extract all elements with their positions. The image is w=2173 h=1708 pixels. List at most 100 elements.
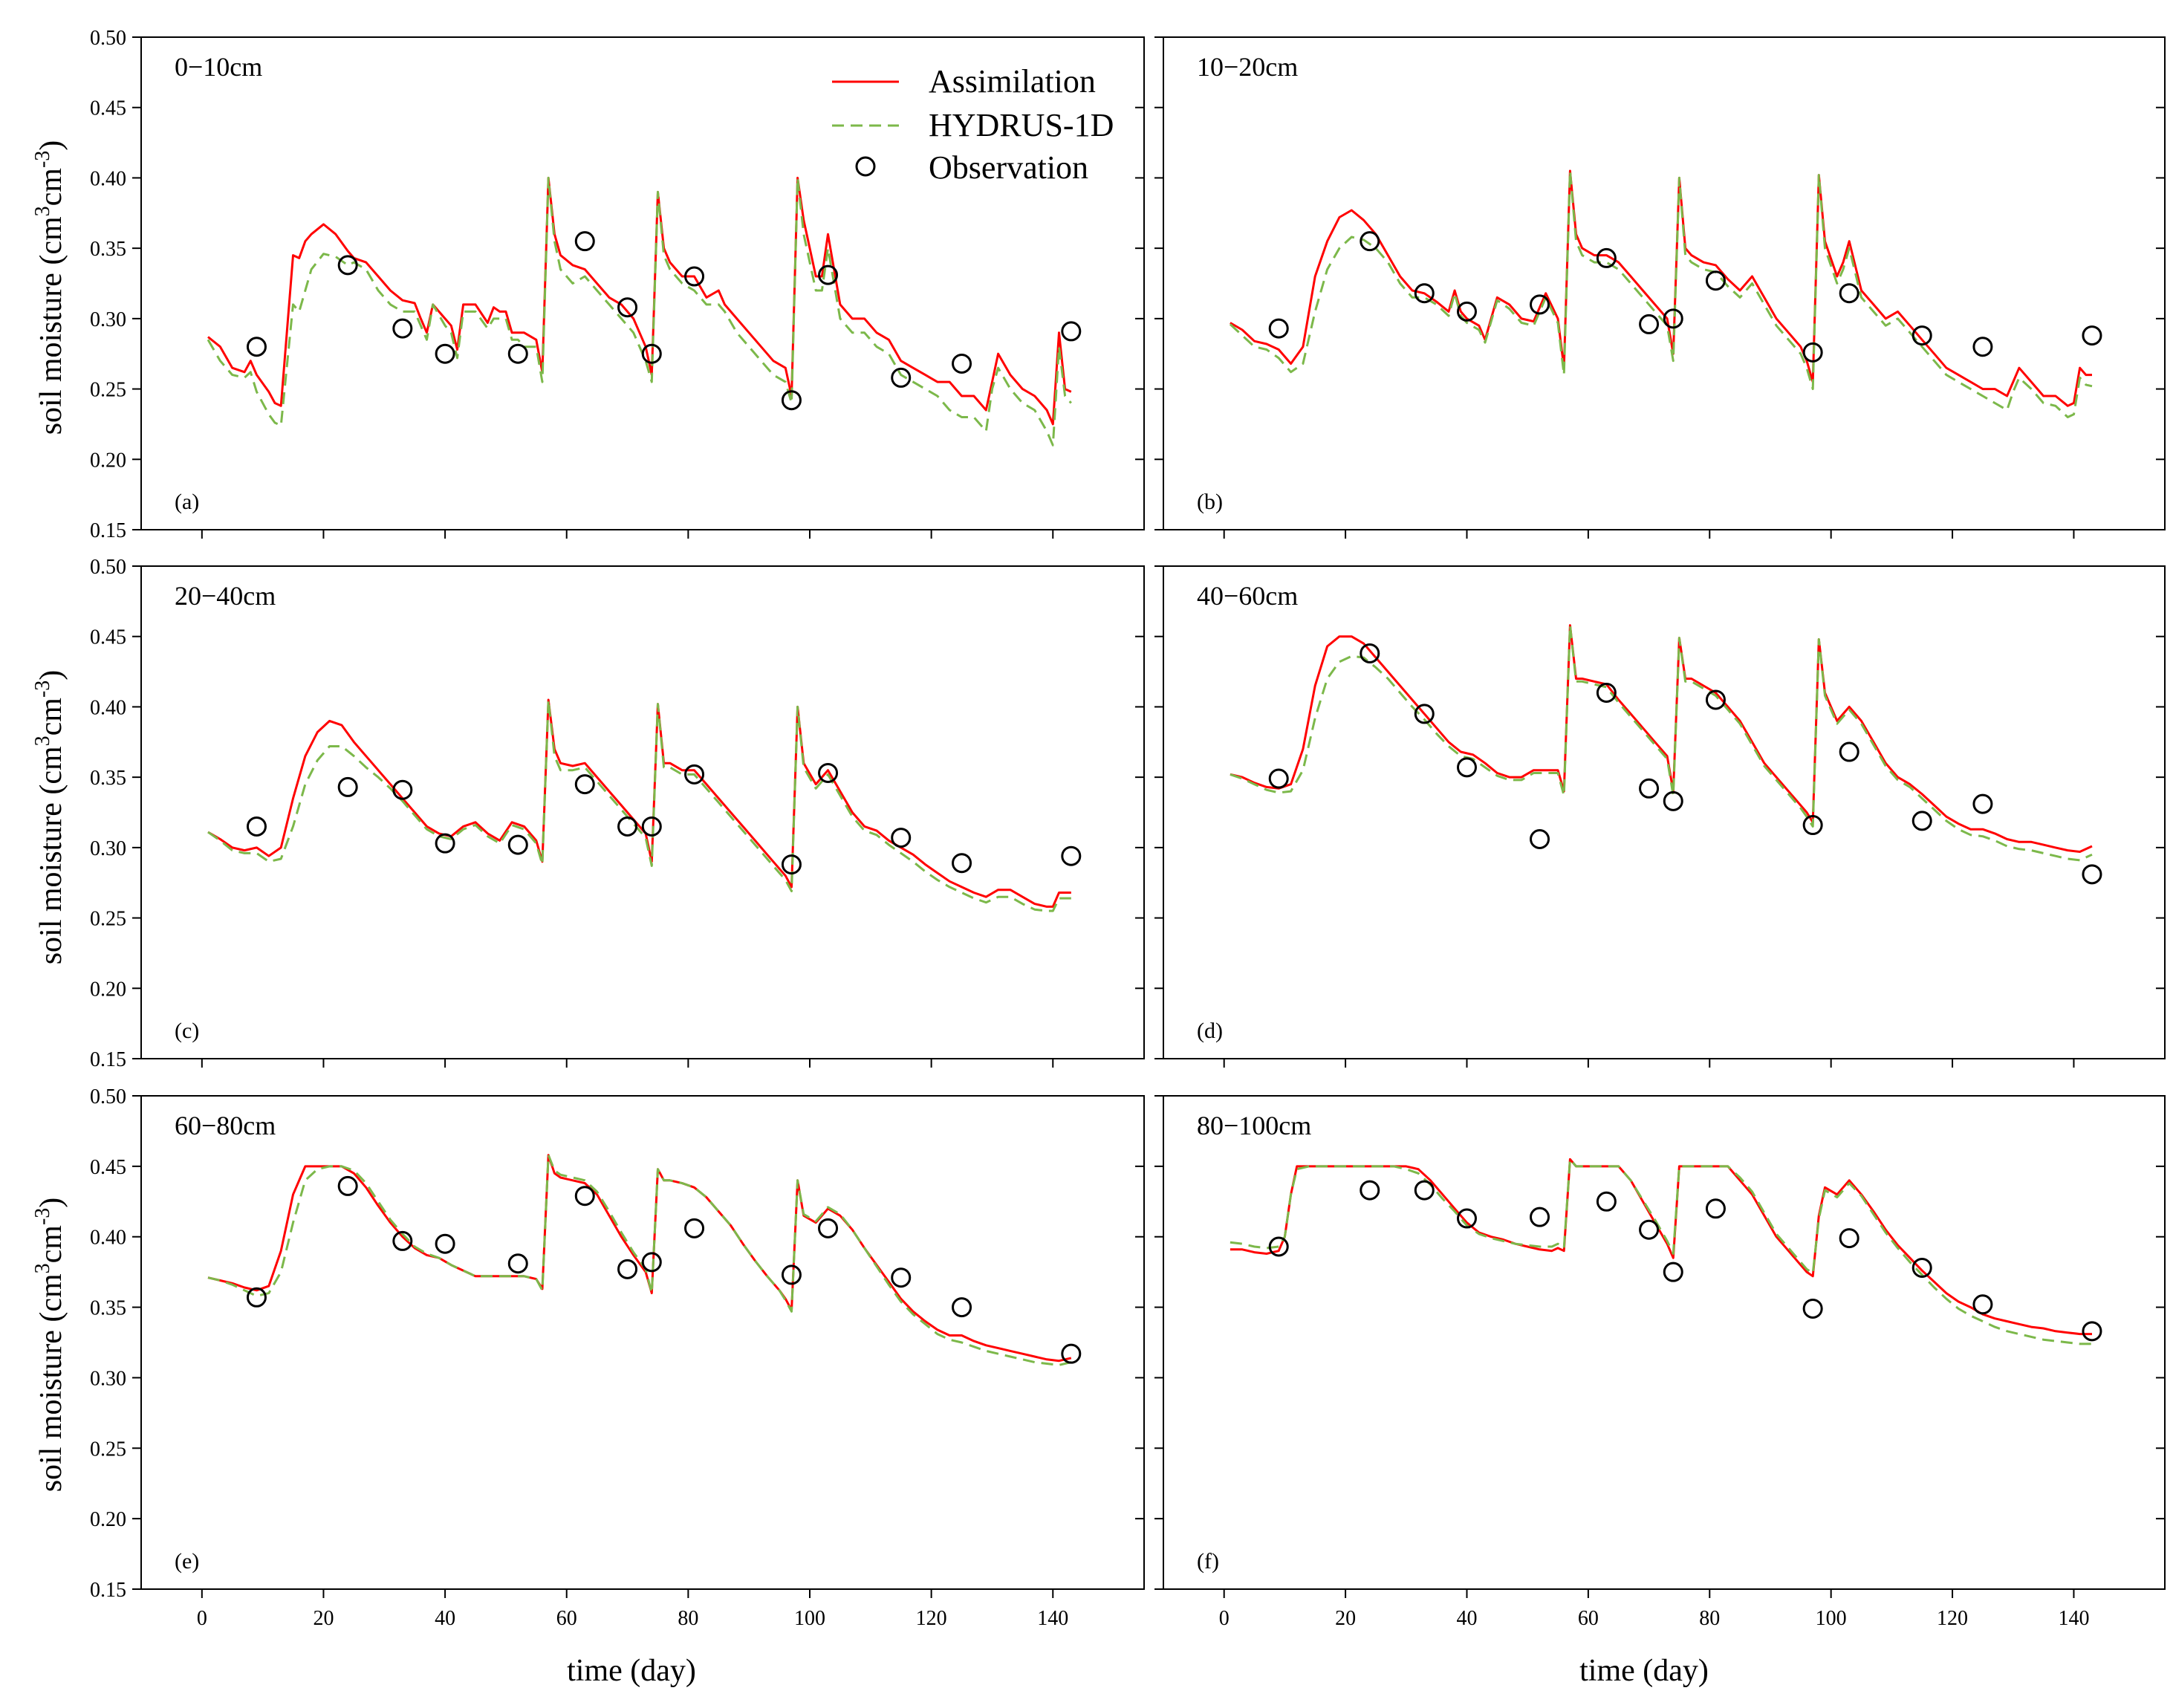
observation-point [574, 1186, 595, 1207]
observation-point [891, 367, 912, 388]
y-axis-title: soil moisture (cm3cm-3) [31, 670, 68, 965]
observation-point [392, 318, 413, 339]
observation-point [1663, 790, 1683, 811]
observation-point [1530, 828, 1550, 849]
y-tick-label: 0.20 [90, 1508, 126, 1531]
observation-point [435, 833, 455, 854]
y-tick-label: 0.20 [90, 449, 126, 472]
y-tick-label: 0.30 [90, 308, 126, 331]
panel-title: 40−60cm [1197, 581, 1298, 611]
observation-point [891, 828, 912, 848]
y-tick-label: 0.45 [90, 97, 126, 120]
hydrus-line [1230, 624, 2093, 862]
observation-point [1360, 231, 1380, 252]
observation-point [1802, 815, 1823, 836]
y-axis-title: soil moisture (cm3cm-3) [31, 1198, 68, 1493]
observation-point [641, 343, 662, 364]
panel-3: 0.15 0.20 0.25 0.30 0.35 0.40 0.45 0.50 20−40cm (… [90, 556, 1145, 1071]
observation-point [1268, 768, 1289, 789]
observation-point [1972, 793, 1993, 814]
y-tick-label: 0.45 [90, 1156, 126, 1179]
observation-point [952, 353, 972, 374]
x-tick-label: 80 [678, 1607, 698, 1630]
legend-hydrus-label: HYDRUS-1D [929, 107, 1114, 143]
observation-point [392, 779, 413, 800]
observation-point [1414, 704, 1435, 724]
x-axis-title-left: time (day) [567, 1654, 696, 1688]
observation-point [617, 297, 638, 318]
panel-5: 0.15 0.20 0.25 0.30 0.35 0.40 0.45 0.50 0 20 40 60 8… [90, 1085, 1145, 1630]
assimilation-line [207, 176, 1072, 426]
observation-point [1639, 1219, 1660, 1240]
observation-point [1414, 283, 1435, 304]
y-tick-label: 0.50 [90, 27, 126, 50]
observation-point [246, 1287, 267, 1308]
observation-point [337, 255, 358, 276]
plot-frame [1163, 1095, 2166, 1590]
observation-point [2082, 864, 2102, 885]
observation-point [1360, 1180, 1380, 1201]
observation-point [1911, 1257, 1932, 1278]
observation-point [246, 337, 267, 357]
legend: Assimilation HYDRUS-1D Observation [832, 63, 1114, 186]
observation-point [574, 774, 595, 795]
y-tick-label: 0.40 [90, 1227, 126, 1250]
y-tick-label: 0.15 [90, 1579, 126, 1602]
panel-title: 10−20cm [1197, 52, 1298, 82]
y-tick-label: 0.35 [90, 238, 126, 261]
observation-point [1596, 1191, 1617, 1212]
observation-point [246, 816, 267, 837]
observation-point [1456, 301, 1477, 322]
panel-title: 60−80cm [175, 1111, 276, 1140]
y-tick-label: 0.25 [90, 1438, 126, 1461]
panel-2: 10−20cm (b) [1154, 36, 2166, 539]
observation-point [818, 264, 839, 285]
assimilation-line [1230, 169, 2092, 407]
observation-point [1663, 308, 1683, 329]
observation-point [1911, 811, 1932, 831]
plot-frame [140, 36, 1145, 530]
observation-point [1061, 845, 1082, 866]
assimilation-line [207, 698, 1071, 908]
x-tick-label: 120 [916, 1607, 947, 1630]
observation-point [1456, 757, 1477, 778]
y-tick-label: 0.30 [90, 1367, 126, 1390]
observation-point [1596, 247, 1617, 268]
x-tick-label: 40 [435, 1607, 455, 1630]
observation-point [818, 1218, 839, 1238]
panel-1: 0.15 0.20 0.25 0.30 0.35 0.40 0.45 0.50 0−10cm (a… [90, 27, 1145, 542]
observation-point [1972, 1294, 1993, 1315]
x-tick-label: 20 [313, 1607, 334, 1630]
x-tick-label: 0 [197, 1607, 207, 1630]
observation-point [818, 762, 839, 783]
hydrus-line [1230, 1157, 2092, 1345]
observation-point [507, 834, 528, 855]
observation-point [435, 1233, 455, 1254]
panel-title: 20−40cm [175, 581, 276, 611]
x-tick-label: 120 [1937, 1607, 1968, 1630]
observation-point [1705, 1198, 1726, 1219]
legend-assimilation-label: Assimilation [929, 63, 1096, 100]
x-tick-label: 0 [1219, 1607, 1230, 1630]
observation-point [507, 1253, 528, 1274]
x-tick-label: 80 [1699, 1607, 1720, 1630]
observation-point [1061, 321, 1082, 342]
observation-point [1705, 270, 1726, 291]
observation-point [337, 1175, 358, 1196]
y-tick-label: 0.25 [90, 908, 126, 931]
observation-point [1530, 1207, 1550, 1227]
observation-point [781, 390, 802, 411]
hydrus-line [207, 698, 1071, 912]
panel-letter: (f) [1197, 1549, 1219, 1574]
observation-point [1839, 1228, 1859, 1249]
assimilation-line [207, 1154, 1072, 1363]
observation-point [641, 1252, 662, 1273]
y-tick-label: 0.25 [90, 379, 126, 402]
x-tick-label: 140 [1037, 1607, 1068, 1630]
observation-point [684, 266, 705, 287]
observation-point [2082, 1321, 2102, 1342]
x-tick-label: 100 [794, 1607, 825, 1630]
observation-point [1839, 741, 1859, 762]
